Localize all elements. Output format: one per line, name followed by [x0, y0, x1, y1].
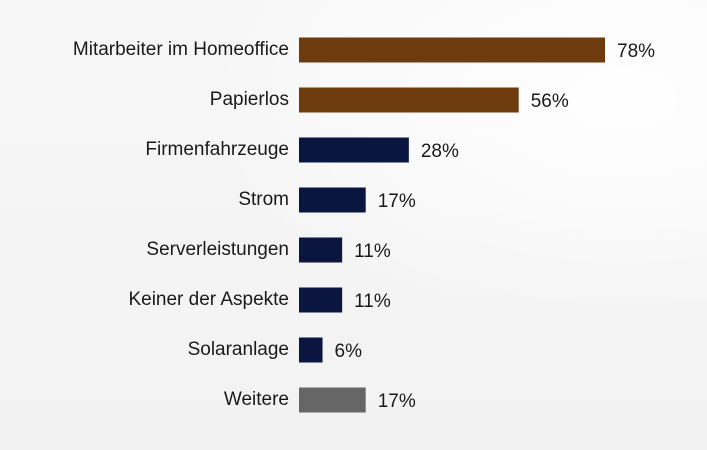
bar-row: Weitere 17% [224, 387, 416, 413]
category-label: Strom [238, 189, 289, 210]
category-label: Keiner der Aspekte [128, 289, 289, 310]
bar-row: Firmenfahrzeuge 28% [145, 137, 459, 163]
bar-row: Serverleistungen 11% [146, 237, 391, 263]
bar-row: Keiner der Aspekte 11% [128, 287, 391, 313]
bar-row: Papierlos 56% [210, 87, 569, 113]
value-label: 56% [531, 91, 569, 112]
category-label: Serverleistungen [146, 239, 289, 260]
value-label: 17% [378, 391, 416, 412]
bar-row: Mitarbeiter im Homeoffice 78% [73, 37, 655, 63]
bar [299, 187, 366, 213]
value-label: 17% [378, 191, 416, 212]
value-label: 28% [421, 141, 459, 162]
category-label: Papierlos [210, 89, 289, 110]
bar [299, 137, 409, 163]
category-label: Firmenfahrzeuge [145, 139, 289, 160]
category-label: Mitarbeiter im Homeoffice [73, 39, 289, 60]
bar [299, 37, 605, 63]
bar-row: Strom 17% [238, 187, 416, 213]
bar [299, 87, 519, 113]
bar [299, 387, 366, 413]
category-label: Solaranlage [188, 339, 289, 360]
bar [299, 237, 343, 263]
value-label: 11% [354, 241, 391, 262]
category-label: Weitere [224, 389, 289, 410]
value-label: 78% [617, 41, 655, 62]
bar-row: Solaranlage 6% [188, 337, 363, 363]
bar [299, 287, 343, 313]
value-label: 6% [335, 341, 363, 362]
value-label: 11% [354, 291, 391, 312]
bar [299, 337, 323, 363]
